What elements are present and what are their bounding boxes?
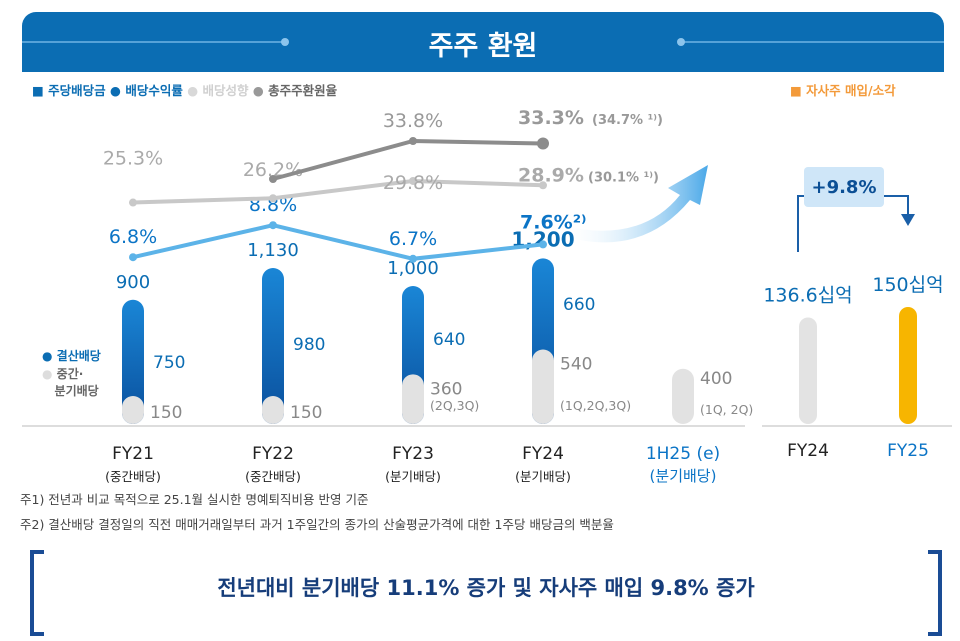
buyback-label: 150십억 [872,274,943,296]
final-label: 660 [563,295,595,315]
interim-label: 150 [150,403,182,423]
line-label: 33.8% [383,110,443,132]
line-label: 6.8% [109,226,157,248]
interim-label: 150 [290,403,322,423]
growth-label: +9.8% [811,177,876,198]
line-1 [132,178,544,205]
legend-total: 총주주환원율 [268,83,338,98]
line-label: 28.9% [518,164,584,186]
category-sublabel: (중간배당) [105,469,161,484]
interim-note: (2Q,3Q) [430,398,479,413]
buyback-label: 136.6십억 [763,284,852,306]
yield-legend-icon: ● [110,83,121,98]
summary-banner: 전년대비 분기배당 11.1% 증가 및 자사주 매입 9.8% 증가 [30,550,942,636]
bar-interim [532,349,554,424]
interim-note: (1Q, 2Q) [700,402,753,417]
bar-interim [122,396,144,424]
footnote-2: 주2) 결산배당 결정일의 직전 매매거래일부터 과거 1주일간의 종가의 산술… [20,517,614,532]
line-point [409,254,417,263]
line-label: 7.6%²⁾ [520,211,587,233]
chart: 900 750 150 FY21 (중간배당) 1,130 980 150 FY22 (중간배당)… [22,107,952,485]
category-label: FY21 [112,444,154,464]
growth-arrow-icon [560,165,708,243]
dps-legend-icon: ■ [32,83,44,98]
bar-legend-interim-label-2: 분기배당 [54,384,99,398]
header-decoration [22,38,944,46]
buyback-bar [799,317,817,424]
final-label: 980 [293,335,325,355]
category-sublabel: (분기배당) [515,469,571,484]
line-point [269,175,277,183]
buyback-category: FY25 [887,441,929,461]
line-point [129,198,137,207]
bar-interim [262,396,284,424]
legend-yield: 배당수익률 [125,83,183,98]
buyback-legend: ■ 자사주 매입/소각 [790,80,896,99]
banner-text: 전년대비 분기배당 11.1% 증가 및 자사주 매입 9.8% 증가 [217,576,755,600]
category-label: FY23 [392,444,434,464]
line-note: (30.1% ¹⁾) [588,170,659,185]
total-legend-icon: ● [252,83,264,98]
payout-legend-icon: ● [187,83,199,98]
bar-interim [402,374,424,424]
line-label: 25.3% [103,148,163,170]
line-0 [132,223,544,261]
final-label: 750 [153,353,185,373]
line-point [539,181,547,190]
bar-final [122,299,144,424]
bar-final [262,268,284,424]
category-sublabel: (분기배당) [650,467,717,485]
line-point [269,194,277,203]
line-point [537,137,549,150]
growth-box [804,167,884,207]
legend-dps: 주당배당금 [48,83,106,98]
buyback-bar [899,307,917,424]
line-point [129,253,137,262]
line-point [409,176,417,185]
category-sublabel: (중간배당) [245,469,301,484]
bar-legend-final-label: 결산배당 [56,349,101,363]
interim-note: (1Q,2Q,3Q) [560,398,631,413]
growth-bracket [797,195,909,252]
line-label: 29.8% [383,172,443,194]
total-label: 1,130 [247,240,299,261]
bar-legend-final: ● 결산배당 [42,349,101,363]
header-bar: 주주 환원 [22,12,944,72]
interim-label: 360 [430,379,462,399]
bar-legend-interim-label-1: 중간· [56,367,84,381]
page-title: 주주 환원 [428,31,538,62]
line-note: (34.7% ¹⁾) [592,113,663,128]
bar-interim [672,368,694,424]
category-sublabel: (분기배당) [385,469,441,484]
line-label: 6.7% [389,228,437,250]
line-label: 33.3% [518,107,584,129]
interim-label: 540 [560,354,592,374]
footnote-1: 주1) 전년과 비교 목적으로 25.1월 실시한 명예퇴직비용 반영 기준 [20,492,369,507]
interim-label: 400 [700,369,732,389]
total-label: 1,000 [387,258,439,279]
arrow-down-icon [901,214,915,226]
bar-legend-interim: ● 중간· 분기배당 [42,367,99,398]
legend: ■ 주당배당금 ● 배당수익률 ● 배당성향 ● 총주주환원율 [32,80,337,99]
line-point [539,240,547,249]
legend-payout: 배당성향 [202,83,249,98]
line-point [269,221,277,230]
category-label: FY22 [252,444,294,464]
category-label: FY24 [522,444,564,464]
category-label: 1H25 (e) [646,444,720,464]
line-point [409,137,417,145]
bracket-right [928,550,942,636]
total-label: 900 [116,272,150,293]
legend-buyback: 자사주 매입/소각 [806,83,896,98]
buyback-category: FY24 [787,441,829,461]
buyback-legend-icon: ■ [790,83,802,98]
bracket-left [30,550,44,636]
final-label: 640 [433,330,465,350]
